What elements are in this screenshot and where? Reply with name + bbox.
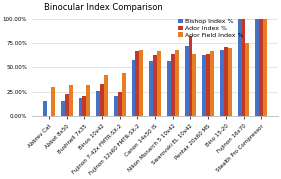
Bar xyxy=(206,54,210,116)
Bar xyxy=(259,19,263,116)
Bar xyxy=(122,73,126,116)
Bar xyxy=(79,98,82,116)
Bar xyxy=(114,96,118,116)
Bar xyxy=(43,101,47,116)
Bar xyxy=(86,85,90,116)
Bar xyxy=(228,48,232,116)
Bar xyxy=(82,96,86,116)
Bar xyxy=(61,101,65,116)
Bar xyxy=(96,91,100,116)
Text: Binocular Index Comparison: Binocular Index Comparison xyxy=(44,3,163,12)
Bar xyxy=(192,54,196,116)
Bar xyxy=(157,51,161,116)
Bar xyxy=(238,19,242,116)
Bar xyxy=(69,85,72,116)
Bar xyxy=(246,43,249,116)
Bar xyxy=(118,92,122,116)
Bar xyxy=(224,47,228,116)
Bar xyxy=(189,36,192,116)
Bar xyxy=(104,75,108,116)
Bar xyxy=(220,50,224,116)
Bar xyxy=(65,94,69,116)
Bar xyxy=(153,55,157,116)
Bar xyxy=(255,19,259,116)
Legend: Bishop Index %, Ador Index %, Ador Field Index %: Bishop Index %, Ador Index %, Ador Field… xyxy=(178,19,243,38)
Bar xyxy=(167,61,171,116)
Bar xyxy=(139,50,143,116)
Bar xyxy=(51,87,55,116)
Bar xyxy=(149,61,153,116)
Bar xyxy=(242,19,246,116)
Bar xyxy=(100,84,104,116)
Bar xyxy=(132,60,135,116)
Bar xyxy=(202,55,206,116)
Bar xyxy=(171,54,175,116)
Bar xyxy=(175,50,179,116)
Bar xyxy=(135,51,139,116)
Bar xyxy=(210,51,214,116)
Bar xyxy=(185,45,189,116)
Bar xyxy=(263,19,267,116)
